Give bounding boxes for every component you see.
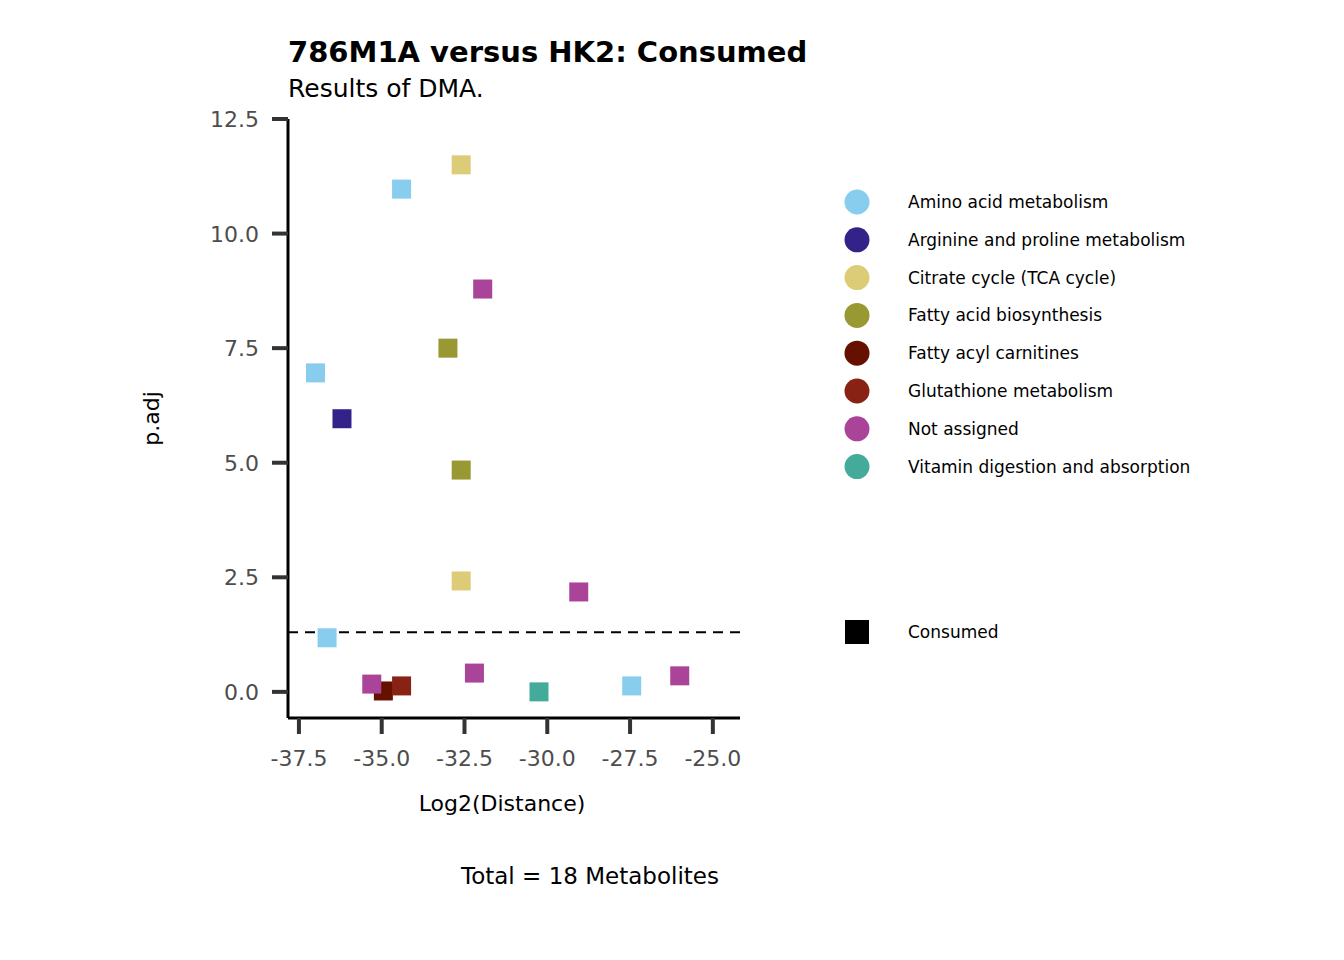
x-tick-label: -35.0 [353, 746, 410, 771]
point [452, 155, 471, 174]
x-tick-label: -37.5 [270, 746, 327, 771]
legend-swatch [845, 303, 870, 328]
x-tick [711, 718, 715, 734]
legend-swatch [845, 379, 870, 404]
plot-area [288, 155, 740, 701]
legend-label: Amino acid metabolism [908, 192, 1108, 212]
legend-swatch [845, 190, 870, 215]
point [362, 675, 381, 694]
point [392, 676, 411, 695]
point [622, 676, 641, 695]
legend-swatch [845, 227, 870, 252]
point [392, 180, 411, 199]
legend-swatch [845, 454, 870, 479]
y-tick [272, 690, 288, 694]
point [670, 666, 689, 685]
point [306, 363, 325, 382]
legend-label: Fatty acyl carnitines [908, 343, 1079, 363]
x-tick-label: -32.5 [436, 746, 493, 771]
y-tick [272, 117, 288, 121]
y-axis [287, 119, 290, 718]
x-axis [288, 717, 740, 720]
legend-label: Not assigned [908, 419, 1019, 439]
y-tick-label: 7.5 [224, 336, 259, 361]
subtitle: Results of DMA. [288, 74, 484, 103]
point [530, 682, 549, 701]
y-tick-label: 0.0 [224, 680, 259, 705]
legend-shape [845, 620, 869, 644]
chart: 786M1A versus HK2: Consumed Results of DM… [0, 0, 1344, 960]
x-tick-label: -30.0 [519, 746, 576, 771]
threshold-line [288, 631, 740, 633]
caption: Total = 18 Metabolites [460, 863, 719, 889]
point [438, 339, 457, 358]
x-tick [462, 718, 466, 734]
legend-swatch [845, 341, 870, 366]
x-tick-label: -25.0 [684, 746, 741, 771]
y-tick [272, 346, 288, 350]
legend-label: Glutathione metabolism [908, 381, 1113, 401]
y-tick-label: 12.5 [210, 107, 259, 132]
x-tick [545, 718, 549, 734]
y-tick-label: 10.0 [210, 222, 259, 247]
point [452, 461, 471, 480]
point [318, 628, 337, 647]
point [332, 409, 351, 428]
y-tick-label: 2.5 [224, 565, 259, 590]
point [569, 582, 588, 601]
legend-label: Fatty acid biosynthesis [908, 305, 1102, 325]
point [465, 664, 484, 683]
legend-label: Consumed [908, 622, 999, 642]
x-axis-label: Log2(Distance) [419, 791, 586, 816]
point [452, 571, 471, 590]
legend-label: Citrate cycle (TCA cycle) [908, 268, 1116, 288]
x-tick [297, 718, 301, 734]
legend-swatch [845, 265, 870, 290]
legend-swatch [845, 416, 870, 441]
legend-label: Vitamin digestion and absorption [908, 457, 1190, 477]
y-tick [272, 232, 288, 236]
x-tick [628, 718, 632, 734]
y-axis-label: p.adj [139, 391, 164, 446]
point [473, 280, 492, 299]
x-tick-label: -27.5 [602, 746, 659, 771]
y-tick [272, 461, 288, 465]
legend-label: Arginine and proline metabolism [908, 230, 1185, 250]
y-tick [272, 575, 288, 579]
x-tick [380, 718, 384, 734]
title: 786M1A versus HK2: Consumed [288, 35, 807, 69]
y-tick-label: 5.0 [224, 451, 259, 476]
